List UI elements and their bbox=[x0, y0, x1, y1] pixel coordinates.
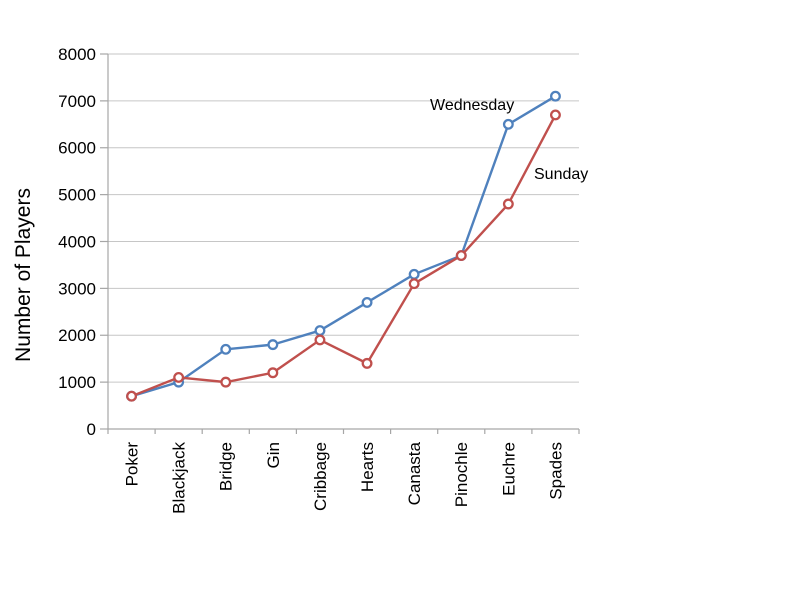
series-marker-sunday bbox=[502, 198, 514, 210]
series-marker-sunday bbox=[126, 390, 138, 402]
category-label: Cribbage bbox=[311, 442, 330, 511]
series-marker-wednesday bbox=[361, 296, 373, 308]
series-marker-wednesday bbox=[502, 118, 514, 130]
series-marker-sunday bbox=[267, 367, 279, 379]
category-label: Blackjack bbox=[170, 442, 189, 514]
series-label-wednesday: Wednesday bbox=[430, 97, 514, 114]
series-marker-sunday bbox=[455, 250, 467, 262]
y-tick-label: 1000 bbox=[58, 373, 96, 392]
y-tick-label: 6000 bbox=[58, 139, 96, 158]
series-marker-wednesday bbox=[408, 268, 420, 280]
series-marker-wednesday bbox=[550, 90, 561, 102]
y-tick-label: 5000 bbox=[58, 186, 96, 205]
category-label: Gin bbox=[264, 442, 283, 468]
series-marker-sunday bbox=[408, 278, 420, 290]
category-label: Hearts bbox=[358, 442, 377, 492]
category-label: Poker bbox=[123, 442, 142, 487]
series-marker-wednesday bbox=[267, 339, 279, 351]
y-tick-label: 8000 bbox=[58, 45, 96, 64]
series-marker-sunday bbox=[173, 371, 185, 383]
category-label: Canasta bbox=[405, 441, 424, 505]
y-tick-label: 7000 bbox=[58, 92, 96, 111]
series-marker-sunday bbox=[220, 376, 232, 388]
category-label: Euchre bbox=[499, 442, 518, 496]
y-tick-label: 4000 bbox=[58, 232, 96, 251]
series-marker-sunday bbox=[361, 357, 373, 369]
category-label: Bridge bbox=[217, 442, 236, 491]
y-axis-title: Number of Players bbox=[12, 188, 35, 362]
series-marker-sunday bbox=[550, 109, 561, 121]
y-tick-label: 3000 bbox=[58, 279, 96, 298]
series-label-sunday: Sunday bbox=[534, 166, 588, 183]
series-marker-wednesday bbox=[314, 325, 326, 337]
series-marker-wednesday bbox=[220, 343, 232, 355]
series-line-wednesday bbox=[131, 95, 557, 398]
y-tick-label: 0 bbox=[87, 420, 96, 439]
category-label: Spades bbox=[546, 442, 565, 500]
category-label: Pinochle bbox=[452, 442, 471, 507]
series-marker-sunday bbox=[314, 334, 326, 346]
series-line-sunday bbox=[131, 114, 557, 398]
y-tick-label: 2000 bbox=[58, 326, 96, 345]
